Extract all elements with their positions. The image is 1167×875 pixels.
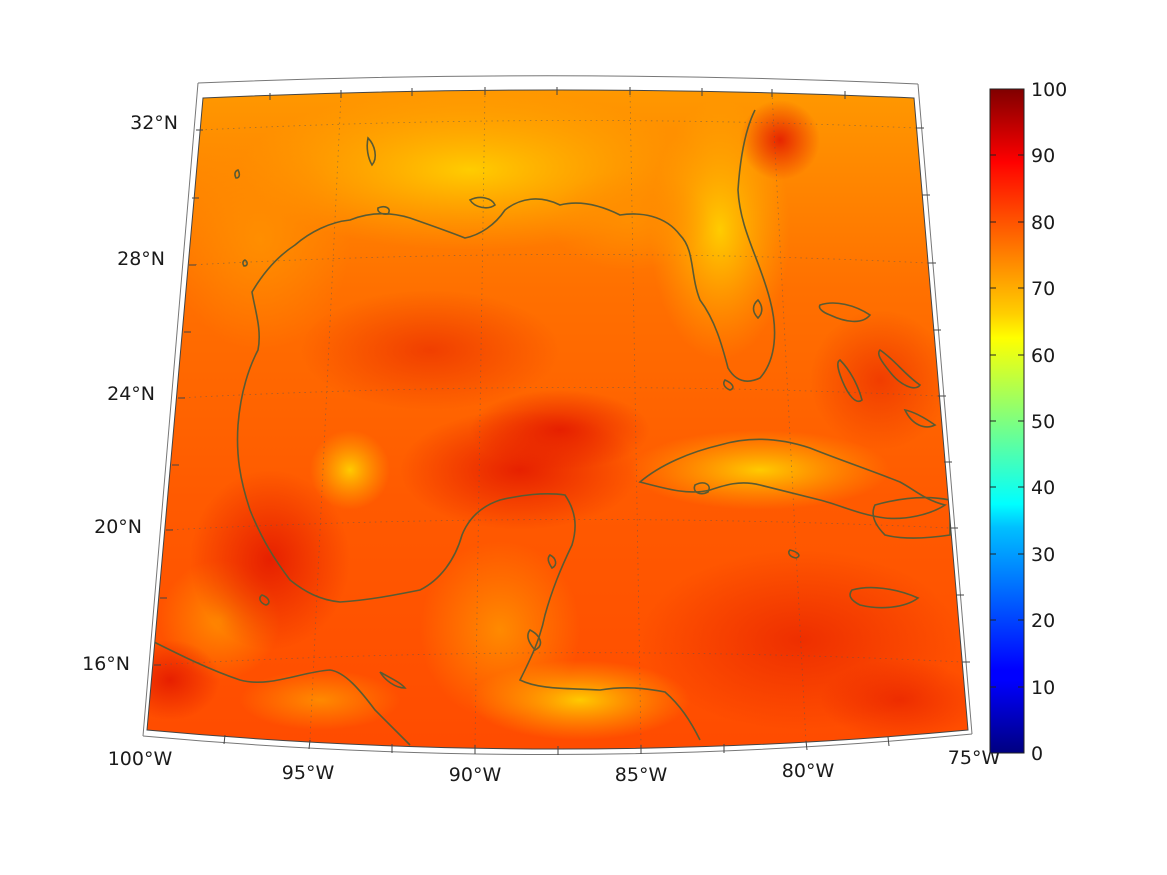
lon-label: 75°W xyxy=(948,747,1001,769)
colorbar-tick-label: 10 xyxy=(1031,677,1055,699)
cuba-coastline xyxy=(638,438,947,520)
map-frame xyxy=(142,75,973,756)
colorbar-tick-label: 60 xyxy=(1031,345,1055,367)
colorbar-tick-label: 80 xyxy=(1031,212,1055,234)
colorbar-tick-label: 100 xyxy=(1031,79,1067,101)
lon-label: 85°W xyxy=(615,764,668,786)
lon-label: 80°W xyxy=(782,760,835,782)
colorbar-tick-label: 70 xyxy=(1031,278,1055,300)
lat-label: 16°N xyxy=(82,653,130,675)
colorbar: 100 90 80 70 60 50 40 30 20 10 0 xyxy=(989,79,1067,765)
lat-label: 32°N xyxy=(130,112,178,134)
lon-label: 95°W xyxy=(282,762,335,784)
colorbar-tick-label: 90 xyxy=(1031,145,1055,167)
lon-label: 100°W xyxy=(108,748,173,770)
jamaica-coastline xyxy=(849,586,920,609)
colorbar-tick-label: 50 xyxy=(1031,411,1055,433)
lon-label: 90°W xyxy=(449,764,502,786)
lat-label: 24°N xyxy=(107,383,155,405)
latitude-labels: 32°N 28°N 24°N 20°N 16°N xyxy=(82,112,178,675)
lat-label: 28°N xyxy=(117,248,165,270)
colorbar-tick-label: 20 xyxy=(1031,610,1055,632)
pacific-coastline xyxy=(149,639,411,746)
colorbar-tick-label: 30 xyxy=(1031,544,1055,566)
bahamas-coastline xyxy=(818,302,872,323)
colorbar-tick-label: 40 xyxy=(1031,477,1055,499)
data-field xyxy=(147,90,968,749)
coastlines xyxy=(149,109,951,746)
hispaniola-coastline xyxy=(872,496,951,539)
graticule xyxy=(153,90,963,746)
longitude-labels: 100°W 95°W 90°W 85°W 80°W 75°W xyxy=(108,747,1001,786)
colorbar-tick-label: 0 xyxy=(1031,743,1043,765)
gulf-coastline xyxy=(236,109,776,741)
lat-label: 20°N xyxy=(94,516,142,538)
